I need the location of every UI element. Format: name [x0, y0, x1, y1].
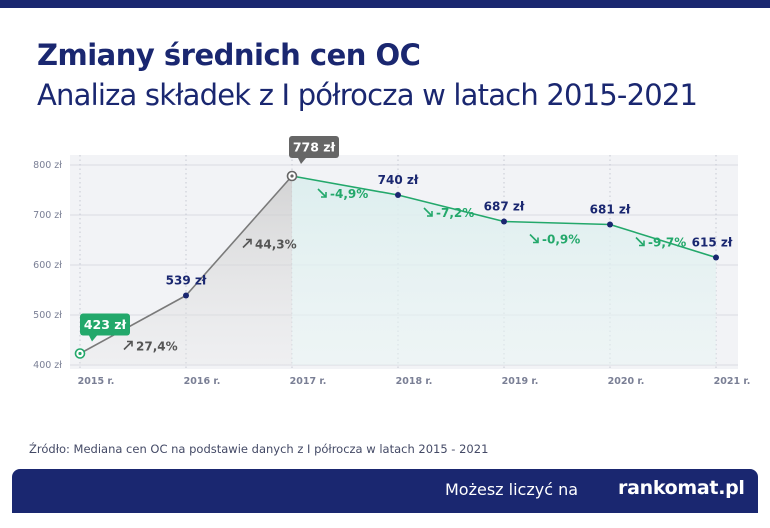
footer-tagline: Możesz liczyć na — [445, 480, 579, 499]
x-tick-label: 2016 r. — [184, 376, 221, 387]
value-badge — [289, 136, 339, 158]
value-label: 778 zł — [293, 140, 336, 155]
value-label: 687 zł — [484, 200, 525, 214]
change-value: 27,4% — [136, 340, 178, 354]
series-line-segment — [609, 223, 717, 259]
arrow-up-icon — [123, 340, 133, 351]
x-tick-label: 2015 r. — [78, 376, 115, 387]
change-value: -7,2% — [436, 206, 474, 220]
change-value: -4,9% — [330, 187, 368, 201]
arrow-up-head — [127, 340, 133, 347]
value-label: 681 zł — [590, 203, 631, 217]
data-point — [395, 192, 401, 198]
change-label: 27,4% — [123, 340, 178, 354]
x-tick-label: 2017 r. — [290, 376, 327, 387]
top-bar — [0, 0, 770, 8]
x-tick-label: 2018 r. — [396, 376, 433, 387]
footer-bar: Możesz liczyć na rankomat.pl — [12, 469, 758, 513]
change-label: 44,3% — [242, 238, 297, 252]
change-value: 44,3% — [255, 238, 297, 252]
page-subtitle: Analiza składek z I półrocza w latach 20… — [37, 78, 698, 112]
series-line-segment — [79, 294, 187, 355]
page-title: Zmiany średnich cen OC — [37, 38, 421, 72]
area-rising — [80, 176, 292, 365]
data-point-center — [290, 174, 294, 178]
change-value: -9,7% — [648, 236, 686, 250]
x-tick-label: 2020 r. — [608, 376, 645, 387]
line-chart: 423 zł 539 zł 778 zł 740 zł 687 zł 681 zł 615 … — [33, 136, 751, 387]
change-value: -0,9% — [542, 233, 580, 247]
data-point-center — [78, 351, 82, 356]
data-point — [183, 292, 189, 299]
value-badge-pointer — [298, 158, 306, 164]
series-line-segment — [503, 220, 611, 226]
value-label: 539 zł — [166, 274, 207, 288]
y-tick-label: 700 zł — [33, 210, 62, 221]
x-tick-label: 2021 r. — [714, 376, 751, 387]
arrow-down-head — [533, 237, 539, 244]
y-tick-label: 800 zł — [33, 160, 62, 171]
y-tick-label: 600 zł — [33, 260, 62, 271]
value-badge-pointer — [89, 335, 97, 342]
arrow-down-head — [427, 211, 433, 217]
arrow-down-head — [639, 240, 645, 247]
arrow-up-icon — [242, 238, 252, 249]
data-point — [607, 221, 613, 228]
series-line-segment — [397, 194, 505, 223]
change-label: -0,9% — [529, 233, 580, 247]
data-point — [713, 254, 719, 261]
change-label: -9,7% — [635, 236, 686, 250]
area-falling — [292, 176, 716, 365]
value-label: 615 zł — [692, 236, 733, 250]
change-label: -7,2% — [423, 206, 474, 220]
arrow-down-icon — [317, 188, 327, 198]
series-line-segment — [291, 175, 399, 196]
y-tick-label: 500 zł — [33, 310, 62, 321]
source-note: Źródło: Mediana cen OC na podstawie dany… — [29, 442, 489, 456]
brand-logo: rankomat.pl — [618, 477, 745, 499]
arrow-down-icon — [529, 233, 539, 244]
value-label: 740 zł — [378, 173, 419, 187]
arrow-down-icon — [635, 236, 645, 247]
value-label: 423 zł — [84, 317, 127, 332]
value-badge — [80, 313, 130, 336]
y-tick-label: 400 zł — [33, 360, 62, 371]
arrow-up-head — [246, 238, 252, 245]
change-label: -4,9% — [317, 187, 368, 201]
x-tick-label: 2019 r. — [502, 376, 539, 387]
series-line-segment — [185, 175, 293, 297]
data-point — [501, 218, 507, 225]
arrow-down-icon — [423, 207, 433, 217]
arrow-down-head — [321, 192, 327, 198]
